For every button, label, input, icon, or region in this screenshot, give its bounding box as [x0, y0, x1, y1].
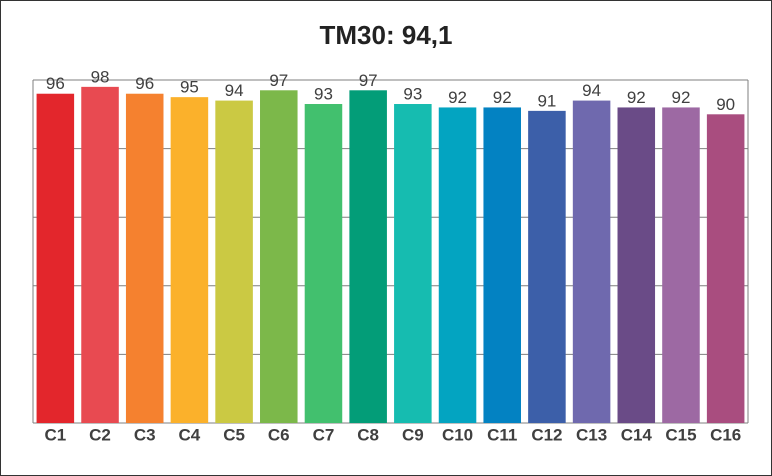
x-tick-label: C5: [223, 425, 245, 444]
bar: [528, 110, 566, 424]
value-label: 96: [46, 74, 65, 93]
bar: [170, 97, 209, 424]
value-label: 94: [582, 81, 601, 100]
value-label: 92: [493, 88, 512, 107]
bar: [706, 114, 745, 424]
bar: [125, 93, 164, 423]
x-tick-label: C7: [313, 425, 335, 444]
x-tick-label: C12: [531, 425, 562, 444]
bar: [662, 107, 700, 423]
value-label: 94: [225, 81, 244, 100]
value-label: 97: [269, 71, 288, 90]
x-tick-label: C3: [134, 425, 156, 444]
value-label: 90: [716, 95, 735, 114]
bar: [260, 90, 298, 423]
chart-title: TM30: 94,1: [320, 20, 453, 50]
x-tick-label: C1: [44, 425, 66, 444]
value-label: 92: [448, 88, 467, 107]
value-label: 93: [403, 84, 422, 103]
x-tick-label: C6: [268, 425, 290, 444]
value-label: 92: [672, 88, 691, 107]
bar: [483, 107, 521, 423]
x-tick-label: C9: [402, 425, 424, 444]
value-label: 98: [91, 67, 110, 86]
x-tick-label: C14: [621, 425, 653, 444]
value-label: 91: [537, 91, 556, 110]
x-tick-label: C10: [442, 425, 473, 444]
x-tick-label: C4: [179, 425, 201, 444]
value-label: 96: [135, 74, 154, 93]
value-label: 92: [627, 88, 646, 107]
x-tick-label: C2: [89, 425, 111, 444]
bar: [81, 86, 119, 424]
bar: [572, 100, 611, 423]
x-tick-label: C11: [487, 425, 517, 444]
bar: [304, 104, 343, 423]
bar: [215, 100, 253, 423]
bar: [36, 93, 75, 423]
x-tick-label: C8: [357, 425, 379, 444]
bar: [438, 107, 477, 423]
bar: [617, 107, 656, 423]
bar: [349, 90, 387, 423]
x-tick-label: C13: [576, 425, 607, 444]
value-label: 97: [359, 71, 378, 90]
bar: [394, 104, 432, 423]
value-label: 93: [314, 84, 333, 103]
x-tick-label: C16: [710, 425, 741, 444]
x-tick-label: C15: [665, 425, 696, 444]
value-label: 95: [180, 78, 199, 97]
